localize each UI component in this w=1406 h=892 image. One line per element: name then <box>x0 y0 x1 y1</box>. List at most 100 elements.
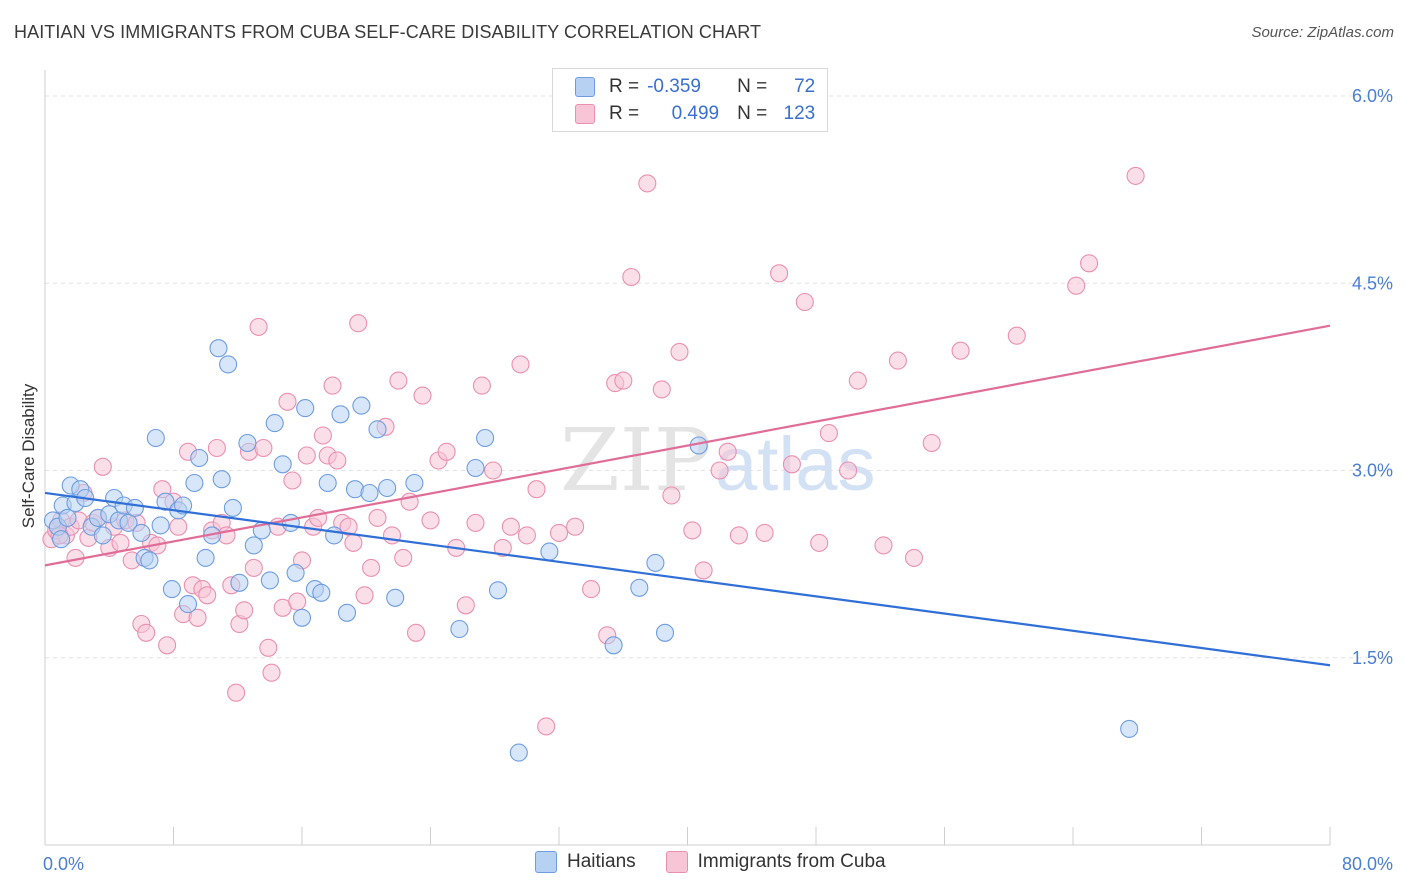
n-label: N = <box>737 103 768 124</box>
cuba-point-115 <box>951 341 970 360</box>
cuba-point-106 <box>795 292 814 312</box>
haitian-point-28 <box>190 448 209 468</box>
cuba-point-11 <box>93 457 112 476</box>
haitian-point-36 <box>238 433 257 453</box>
cuba-point-48 <box>278 392 297 411</box>
haitian-point-57 <box>386 588 405 607</box>
cuba-point-119 <box>1126 166 1145 185</box>
cuba-point-72 <box>413 386 432 405</box>
cuba-point-42 <box>249 317 268 336</box>
cuba-point-95 <box>652 380 671 399</box>
cuba-point-64 <box>362 558 381 577</box>
haitian-point-35 <box>230 573 249 592</box>
haitian-point-44 <box>292 608 312 627</box>
cuba-point-41 <box>244 558 263 577</box>
haitian-point-61 <box>476 428 495 448</box>
legend-item-haitians[interactable]: Haitians <box>535 851 636 873</box>
cuba-point-107 <box>810 533 829 552</box>
trend-line-cuba <box>44 324 1331 567</box>
r-value-cuba: 0.499 <box>671 103 720 124</box>
cuba-point-93 <box>622 267 641 287</box>
r-label: R = <box>609 103 640 124</box>
haitian-point-17 <box>132 523 151 542</box>
cuba-point-116 <box>1007 326 1026 345</box>
series-cuba-points <box>42 166 1145 736</box>
cuba-point-39 <box>235 601 254 620</box>
haitian-point-53 <box>352 396 371 415</box>
cuba-point-118 <box>1080 254 1099 273</box>
r-value-haitians: -0.359 <box>647 76 701 97</box>
cuba-point-71 <box>406 623 426 642</box>
haitian-point-16 <box>125 498 144 517</box>
trend-lines <box>44 324 1331 667</box>
haitian-point-26 <box>178 595 198 614</box>
haitian-point-62 <box>488 581 508 600</box>
cuba-point-60 <box>339 517 358 536</box>
haitian-point-40 <box>265 414 284 433</box>
haitian-point-25 <box>174 496 193 515</box>
gridlines <box>45 95 1392 659</box>
cuba-point-103 <box>755 523 774 542</box>
cuba-point-14 <box>111 533 130 552</box>
haitian-point-21 <box>151 516 170 535</box>
cuba-point-63 <box>355 586 374 605</box>
cuba-point-43 <box>254 438 273 458</box>
haitians-swatch <box>575 77 595 97</box>
cuba-point-99 <box>694 561 713 580</box>
haitian-point-43 <box>286 563 305 582</box>
haitian-point-71 <box>52 530 71 549</box>
n-label: N = <box>737 76 768 97</box>
haitian-point-23 <box>162 580 181 599</box>
haitian-point-39 <box>260 571 279 590</box>
cuba-point-37 <box>227 683 246 702</box>
cuba-point-88 <box>566 517 585 536</box>
source-label: Source: ZipAtlas.com <box>1251 24 1394 41</box>
cuba-point-33 <box>207 438 226 458</box>
cuba-point-62 <box>349 314 368 333</box>
haitian-point-32 <box>212 470 231 489</box>
cuba-point-79 <box>472 376 491 395</box>
haitian-point-60 <box>466 458 485 478</box>
haitian-point-48 <box>318 473 337 493</box>
r-label: R = <box>609 76 640 97</box>
cuba-point-112 <box>888 351 907 370</box>
cuba-legend-swatch <box>665 851 688 873</box>
cuba-point-49 <box>283 471 302 490</box>
cuba-point-85 <box>527 480 546 499</box>
cuba-point-50 <box>288 592 307 611</box>
cuba-point-86 <box>537 717 556 736</box>
haitian-point-68 <box>655 623 675 642</box>
cuba-point-84 <box>517 526 536 545</box>
haitian-point-63 <box>509 743 528 762</box>
cuba-point-23 <box>158 636 177 655</box>
cuba-point-111 <box>874 536 893 555</box>
cuba-point-94 <box>638 174 657 193</box>
haitian-point-56 <box>378 478 397 498</box>
cuba-point-77 <box>456 596 475 615</box>
tick-labels: 1.5% 3.0% 4.5% 6.0% 0.0% 80.0% <box>43 86 1393 874</box>
cuba-swatch <box>575 104 595 124</box>
legend-item-cuba[interactable]: Immigrants from Cuba <box>665 851 886 873</box>
haitians-legend-swatch <box>535 851 557 873</box>
cuba-point-104 <box>770 264 789 283</box>
cuba-point-109 <box>839 461 858 480</box>
cuba-point-81 <box>493 538 512 557</box>
cuba-point-57 <box>323 376 342 395</box>
haitian-point-59 <box>450 619 469 639</box>
haitian-point-41 <box>273 455 292 474</box>
haitian-point-51 <box>337 603 357 622</box>
cuba-point-69 <box>394 548 413 567</box>
cuba-point-92 <box>614 371 633 390</box>
cuba-point-113 <box>904 548 924 567</box>
cuba-point-44 <box>259 638 278 657</box>
haitian-point-33 <box>219 355 238 374</box>
cuba-point-19 <box>137 623 156 642</box>
y-axis-title: Self-Care Disability <box>19 383 38 528</box>
legend-row-cuba: R = 0.499 N = 123 <box>575 102 815 126</box>
cuba-point-97 <box>670 342 689 361</box>
cuba-point-117 <box>1067 276 1086 295</box>
haitian-point-37 <box>244 536 263 555</box>
cuba-point-31 <box>198 586 217 605</box>
haitian-point-49 <box>325 526 344 545</box>
